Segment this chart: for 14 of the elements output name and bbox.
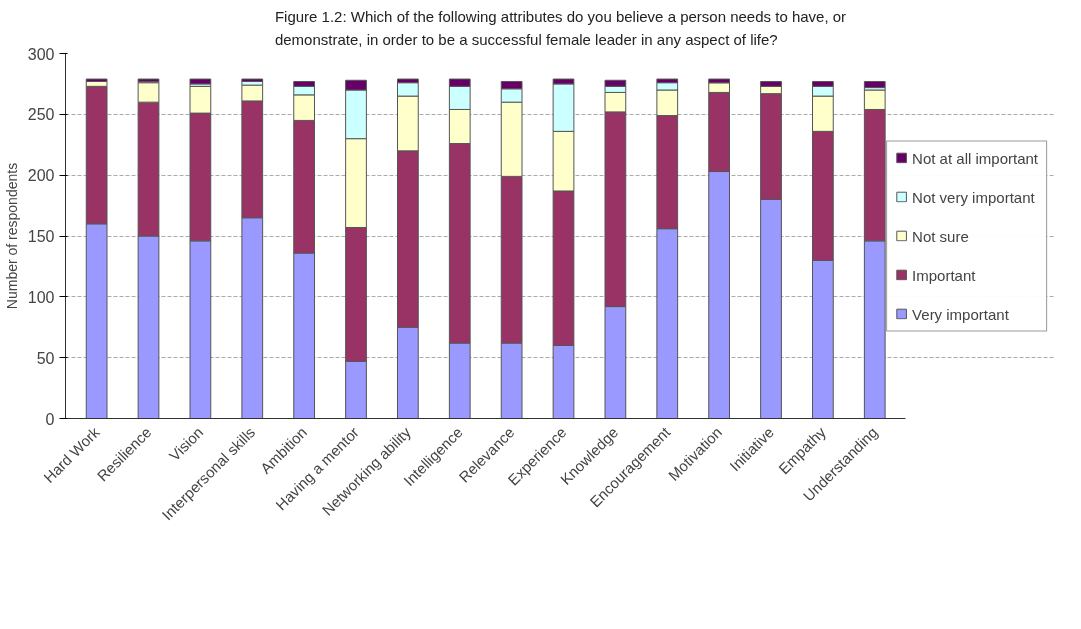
y-tick-label: 250: [27, 106, 55, 124]
chart-title: Figure 1.2: Which of the following attributes do you believe a person needs to have, or demonstrate, in order to be a successful female leader in any aspect of life?: [274, 7, 847, 49]
y-tick-label: 100: [27, 288, 55, 306]
legend-label: Not at all important: [912, 149, 1038, 166]
legend-label: Not very important: [912, 188, 1035, 205]
y-tick-label: 300: [27, 45, 55, 63]
legend-label: Important: [912, 266, 976, 283]
y-tick-label: 0: [45, 410, 55, 428]
y-tick-label: 150: [27, 228, 55, 245]
legend-label: Not sure: [912, 227, 969, 244]
y-axis-title: Number of respondents: [3, 162, 20, 310]
y-tick-label: 50: [36, 349, 55, 367]
legend-label: Very important: [912, 305, 1009, 322]
y-tick-label: 200: [27, 167, 55, 185]
